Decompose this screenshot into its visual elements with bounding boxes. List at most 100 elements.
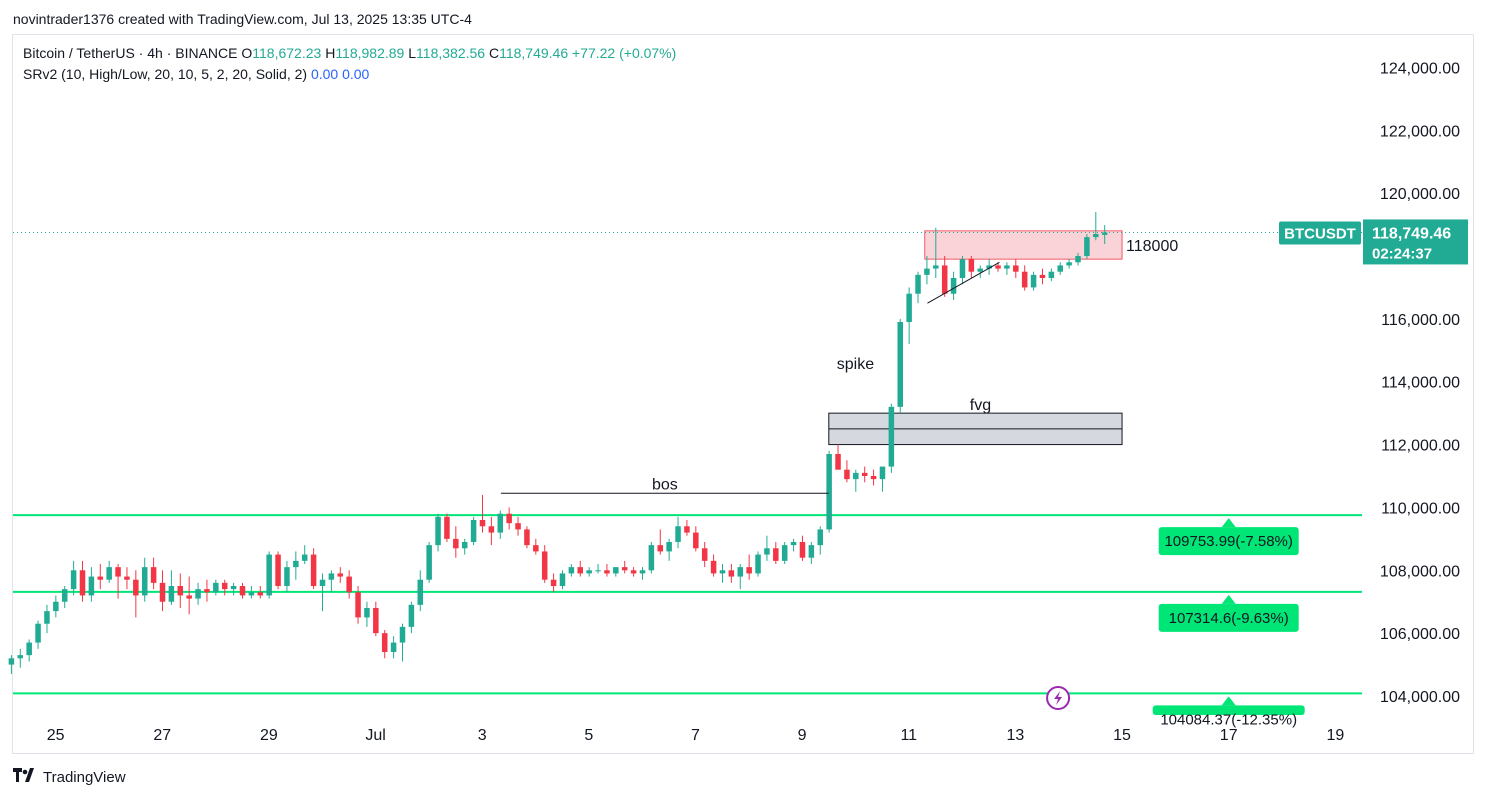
candle-body xyxy=(1030,274,1037,288)
candle-body xyxy=(799,542,806,558)
candle-body xyxy=(906,293,912,322)
candle-body xyxy=(586,570,592,574)
supply-zone xyxy=(924,230,1123,260)
price-axis: 104,000.00 106,000.00 108,000.00 110,000.00… xyxy=(1380,60,1460,706)
candle-body xyxy=(1066,262,1072,266)
candle-body xyxy=(186,595,192,599)
candle-body xyxy=(461,542,468,549)
candle-body xyxy=(1021,271,1028,288)
candle-body xyxy=(124,576,130,580)
tradingview-brand-label: TradingView xyxy=(43,768,126,786)
candle-body xyxy=(844,469,850,480)
candle-body xyxy=(106,567,112,580)
candle-body xyxy=(399,626,406,643)
candle-body xyxy=(390,642,397,652)
fvg-zone-label: fvg xyxy=(970,397,991,414)
candle-body xyxy=(61,589,68,602)
candle-body xyxy=(675,526,681,542)
candle-body xyxy=(639,570,646,574)
candle-body xyxy=(550,579,557,586)
candle-body xyxy=(924,268,930,275)
candle-body xyxy=(915,274,921,294)
candle-body xyxy=(195,589,201,599)
candle-body xyxy=(826,454,832,530)
candle-body xyxy=(115,567,121,577)
candle-body xyxy=(435,516,441,546)
chart-frame[interactable] xyxy=(12,34,1474,754)
candle-body xyxy=(159,582,166,602)
candle-body xyxy=(408,604,415,627)
indicator-legend[interactable]: SRv2 (10, High/Low, 20, 10, 5, 2, 20, So… xyxy=(23,66,369,82)
time-axis-tick: 29 xyxy=(260,727,278,744)
candle-body xyxy=(684,526,690,533)
candle-body xyxy=(657,545,664,552)
candle-body xyxy=(630,570,637,574)
candle-body xyxy=(764,548,770,555)
ohlc-low-value: 118,382.56 xyxy=(416,45,486,61)
candle-body xyxy=(355,592,361,618)
price-axis-tick: 124,000.00 xyxy=(1380,60,1460,77)
candle-body xyxy=(559,573,566,586)
ohlc-open-label: O xyxy=(241,45,253,61)
last-price-tag xyxy=(1363,219,1468,265)
candle-body xyxy=(941,265,948,294)
price-axis-tick: 116,000.00 xyxy=(1381,312,1460,329)
candle-body xyxy=(70,570,77,590)
candle-body xyxy=(168,586,175,602)
candle-body xyxy=(541,551,548,580)
candle-body xyxy=(808,545,815,558)
candle-body xyxy=(1013,265,1019,272)
candle-body xyxy=(568,567,575,574)
countdown-timer: 02:24:37 xyxy=(1372,245,1432,262)
time-axis-tick: 9 xyxy=(798,727,807,744)
candle-body xyxy=(710,560,717,574)
candle-body xyxy=(648,545,655,571)
tradingview-logo-icon xyxy=(13,768,37,786)
time-axis-tick: 19 xyxy=(1326,727,1344,744)
ohlc-close-value: 118,749.46 xyxy=(499,45,569,61)
price-axis-tick: 106,000.00 xyxy=(1380,626,1460,643)
price-axis-tick: 122,000.00 xyxy=(1380,123,1460,140)
candle-body xyxy=(301,554,308,561)
support-levels-layer xyxy=(13,514,1362,695)
candle-body xyxy=(888,406,895,467)
zones-layer: 118000 fvg xyxy=(828,230,1178,446)
candle-body xyxy=(470,520,477,542)
candle-body xyxy=(977,268,983,272)
candle-body xyxy=(701,548,708,561)
candle-body xyxy=(1039,274,1046,278)
candle-body xyxy=(8,658,15,665)
time-axis-tick: 13 xyxy=(1007,727,1025,744)
candle-body xyxy=(319,579,326,586)
ohlc-open-value: 118,672.23 xyxy=(252,45,322,61)
symbol-legend[interactable]: Bitcoin / TetherUS · 4h · BINANCE O118,6… xyxy=(23,45,676,61)
indicator-title: SRv2 (10, High/Low, 20, 10, 5, 2, 20, So… xyxy=(23,66,308,82)
support-tag-pointer xyxy=(1221,696,1236,706)
candle-body xyxy=(577,567,584,574)
candle-body xyxy=(959,259,966,278)
candle-body xyxy=(79,570,86,596)
time-axis-tick: 7 xyxy=(691,727,700,744)
candle-body xyxy=(870,476,877,480)
lightning-bolt-icon xyxy=(1054,691,1063,705)
candle-body xyxy=(453,538,459,549)
time-axis: 25 27 29 Jul 3 5 7 9 11 13 15 17 19 xyxy=(47,727,1345,744)
candle-body xyxy=(968,259,975,272)
candle-body xyxy=(790,542,797,546)
candle-body xyxy=(773,548,779,561)
time-axis-tick: 15 xyxy=(1113,727,1131,744)
candle-body xyxy=(755,554,761,574)
footer-branding[interactable]: TradingView xyxy=(13,768,126,786)
price-tags-layer: 109753.99(-7.58%) 107314.6(-9.63%) 104084.… xyxy=(1046,219,1468,728)
candle-body xyxy=(26,642,32,656)
candle-body xyxy=(257,592,264,596)
price-axis-tick: 108,000.00 xyxy=(1380,563,1460,580)
trend-line xyxy=(927,261,1000,304)
ohlc-high-value: 118,982.89 xyxy=(335,45,405,61)
ohlc-close-label: C xyxy=(488,45,500,61)
candle-body xyxy=(515,523,521,530)
candle-body xyxy=(97,576,104,580)
candle-body xyxy=(1101,232,1108,235)
candle-body xyxy=(364,608,370,618)
